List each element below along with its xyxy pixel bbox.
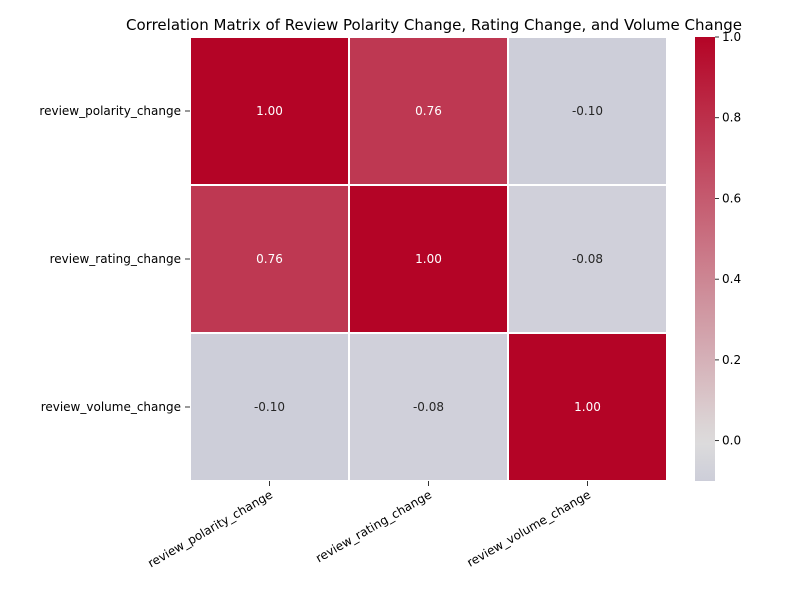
colorbar-gradient: [695, 37, 715, 481]
heatmap-cell: [189, 36, 350, 186]
column-tick-label: review_polarity_change: [145, 487, 275, 570]
colorbar-tick-label: 0.6: [722, 191, 741, 205]
cell-value-label: -0.08: [413, 400, 444, 414]
chart-title: Correlation Matrix of Review Polarity Ch…: [126, 16, 742, 34]
cell-value-label: 0.76: [415, 104, 442, 118]
column-tick-labels: review_polarity_change review_rating_chan…: [145, 481, 593, 570]
row-tick-label: review_rating_change: [50, 252, 181, 266]
cell-value-label: 1.00: [574, 400, 601, 414]
cell-value-label: 0.76: [256, 252, 283, 266]
column-tick-label: review_volume_change: [464, 487, 593, 569]
heatmap-cell: [348, 332, 509, 482]
row-tick-labels: review_polarity_change review_rating_chan…: [39, 104, 190, 414]
cell-value-label: -0.10: [572, 104, 603, 118]
cell-value-label: 1.00: [256, 104, 283, 118]
cell-value-label: 1.00: [415, 252, 442, 266]
colorbar-tick-label: 0.4: [722, 272, 741, 286]
cell-value-label: -0.10: [254, 400, 285, 414]
heatmap-cell: [348, 36, 509, 186]
heatmap-cell: [348, 184, 509, 334]
heatmap-cell: [189, 184, 350, 334]
colorbar-tick-label: 0.0: [722, 434, 741, 448]
cell-value-label: -0.08: [572, 252, 603, 266]
column-tick-label: review_rating_change: [313, 487, 434, 565]
colorbar: 0.0 0.2 0.4 0.6 0.8 1.0: [695, 30, 741, 481]
heatmap-cell: [507, 36, 668, 186]
heatmap-cells: 1.00 0.76 -0.10 0.76 1.00 -0.08 -0.10 -0.08 1.00: [189, 36, 668, 482]
colorbar-tick-label: 0.8: [722, 111, 741, 125]
row-tick-label: review_volume_change: [41, 400, 181, 414]
heatmap-cell: [507, 184, 668, 334]
colorbar-tick-label: 1.0: [722, 30, 741, 44]
row-tick-label: review_polarity_change: [39, 104, 181, 118]
colorbar-tick-label: 0.2: [722, 353, 741, 367]
